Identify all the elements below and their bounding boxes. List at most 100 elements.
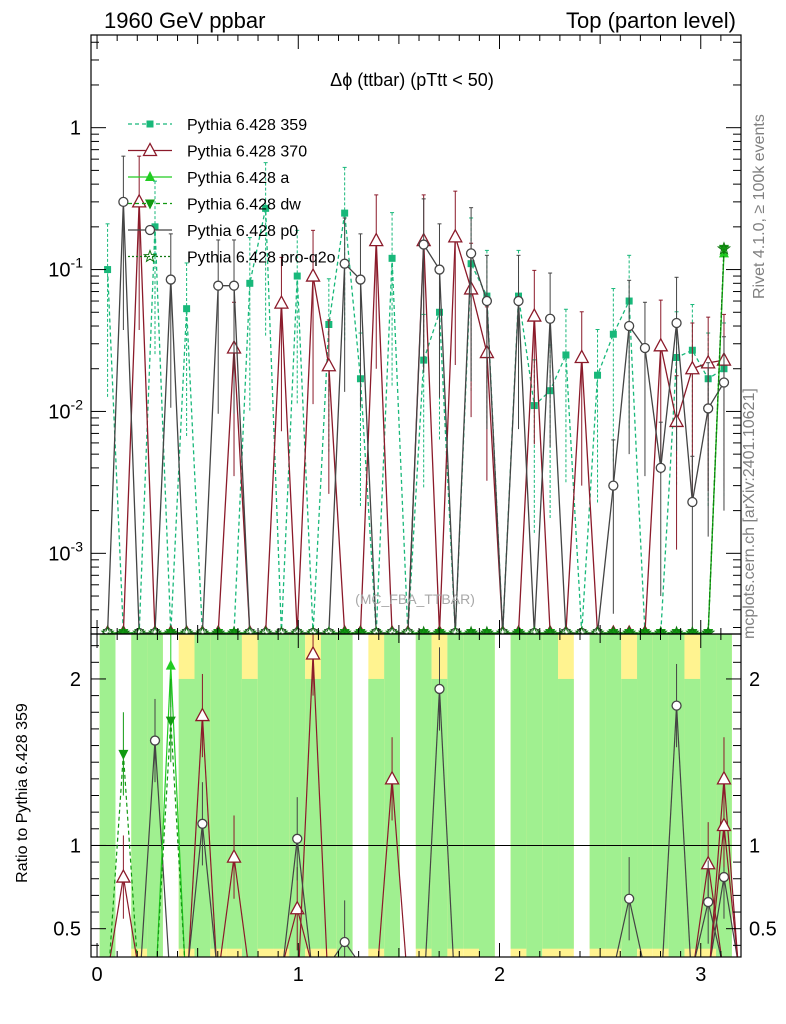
ratio-line-p0 (140, 740, 156, 957)
marker-dw (671, 629, 682, 634)
ratio-line-p370 (391, 778, 407, 957)
ratio-band-green (336, 634, 353, 957)
ratio-marker-p370 (384, 770, 400, 785)
marker-proq2o (479, 625, 494, 634)
ratio-marker-p0 (149, 735, 161, 746)
ratio-series (109, 634, 739, 957)
y-tick-label-exponent: -2 (71, 396, 84, 412)
marker-p359 (293, 272, 301, 280)
legend-marker-dw (145, 199, 155, 210)
marker-proq2o (369, 625, 384, 634)
marker-p0 (434, 264, 445, 275)
ratio-marker-dw (165, 716, 176, 727)
ratio-band-green (368, 678, 385, 949)
ratio-band-green (542, 634, 559, 949)
marker-p0 (513, 295, 524, 307)
ratio-band-green (526, 634, 543, 957)
marker-dw (355, 629, 366, 634)
legend-marker-a (145, 171, 155, 181)
marker-proq2o (653, 625, 668, 634)
ratio-band-green (684, 678, 701, 949)
ratio-line-p0 (425, 688, 441, 957)
legend-label-p0: Pythia 6.428 p0 (187, 223, 298, 240)
ratio-line-p0 (296, 838, 312, 957)
marker-p359 (183, 305, 191, 313)
ratio-marker-p370 (305, 645, 321, 660)
ratio-line-p0 (438, 688, 454, 957)
ratio-band-green (415, 634, 432, 949)
ratio-line-p370b (709, 825, 725, 957)
marker-p370 (574, 349, 590, 364)
legend-label-a: Pythia 6.428 a (187, 170, 289, 187)
marker-proq2o (274, 625, 289, 634)
marker-p370 (131, 193, 147, 208)
ratio-line-p370 (283, 908, 298, 957)
marker-proq2o (432, 625, 447, 634)
marker-p0 (703, 403, 714, 414)
y-tick-label-base: 10 (48, 401, 70, 423)
marker-p359 (388, 254, 396, 262)
legend-label-p359: Pythia 6.428 359 (187, 117, 307, 134)
marker-proq2o (606, 625, 621, 634)
ratio-band-green (178, 678, 195, 949)
marker-proq2o (305, 625, 321, 634)
y-tick-label-base: 10 (48, 260, 70, 282)
ratio-band-green (668, 634, 685, 957)
marker-proq2o (527, 625, 542, 634)
ratio-marker-p0 (339, 936, 350, 948)
marker-p0 (355, 274, 366, 285)
ratio-band-green (226, 634, 242, 949)
ratio-marker-a (165, 659, 176, 670)
marker-p0 (624, 320, 635, 332)
ratio-line-p0 (188, 823, 204, 957)
ratio-marker-p370 (289, 900, 305, 915)
marker-proq2o (179, 625, 194, 634)
marker-p0 (544, 313, 556, 324)
ratio-line-p0 (694, 901, 709, 957)
ratio-line-p370 (298, 653, 314, 957)
ratio-line-p0 (615, 898, 630, 957)
marker-proq2o (701, 625, 716, 634)
ratio-line-p370 (122, 876, 138, 957)
marker-proq2o (163, 625, 178, 634)
legend-marker-p370 (142, 142, 158, 157)
legend-label-p370: Pythia 6.428 370 (187, 144, 307, 161)
y-tick-label-main: 10-3 (48, 538, 83, 565)
marker-proq2o (590, 625, 605, 634)
ratio-marker-p370 (194, 707, 210, 722)
legend-marker-p359 (146, 120, 154, 128)
marker-p370 (684, 360, 700, 375)
ratio-line-p370 (201, 715, 217, 957)
x-tick-label: 3 (695, 964, 706, 986)
ratio-band-green (621, 678, 638, 957)
ratio-band-green (257, 634, 274, 949)
ratio-marker-p0 (671, 700, 682, 711)
ratio-line-p0 (723, 876, 738, 957)
marker-proq2o (622, 625, 637, 634)
marker-p370 (526, 307, 542, 322)
marker-p0 (418, 239, 429, 250)
marker-p0 (228, 280, 240, 291)
analysis-watermark: (MC_FBA_TTBAR) (355, 591, 475, 607)
ratio-series-p370 (109, 634, 739, 957)
header-process: Top (parton level) (566, 8, 736, 33)
y-tick-label-ratio-right: 1 (749, 835, 760, 857)
y-tick-label-base: 10 (48, 543, 70, 565)
marker-proq2o (258, 625, 273, 634)
ratio-band-green (463, 634, 479, 949)
ratio-band-green (478, 634, 495, 957)
ratio-marker-p0 (624, 893, 635, 904)
ratio-band-green (637, 634, 653, 949)
series-line-proq2o (107, 248, 725, 634)
ratio-band-green (210, 634, 227, 949)
x-tick-label: 0 (91, 964, 102, 986)
marker-p0 (718, 377, 730, 388)
marker-proq2o (495, 625, 510, 634)
x-tick-label: 2 (494, 964, 505, 986)
ratio-series-p370b (709, 783, 739, 957)
legend-marker-proq2o (142, 249, 158, 263)
marker-p370 (321, 357, 337, 372)
marker-proq2o (353, 625, 368, 634)
marker-p370 (653, 337, 669, 352)
